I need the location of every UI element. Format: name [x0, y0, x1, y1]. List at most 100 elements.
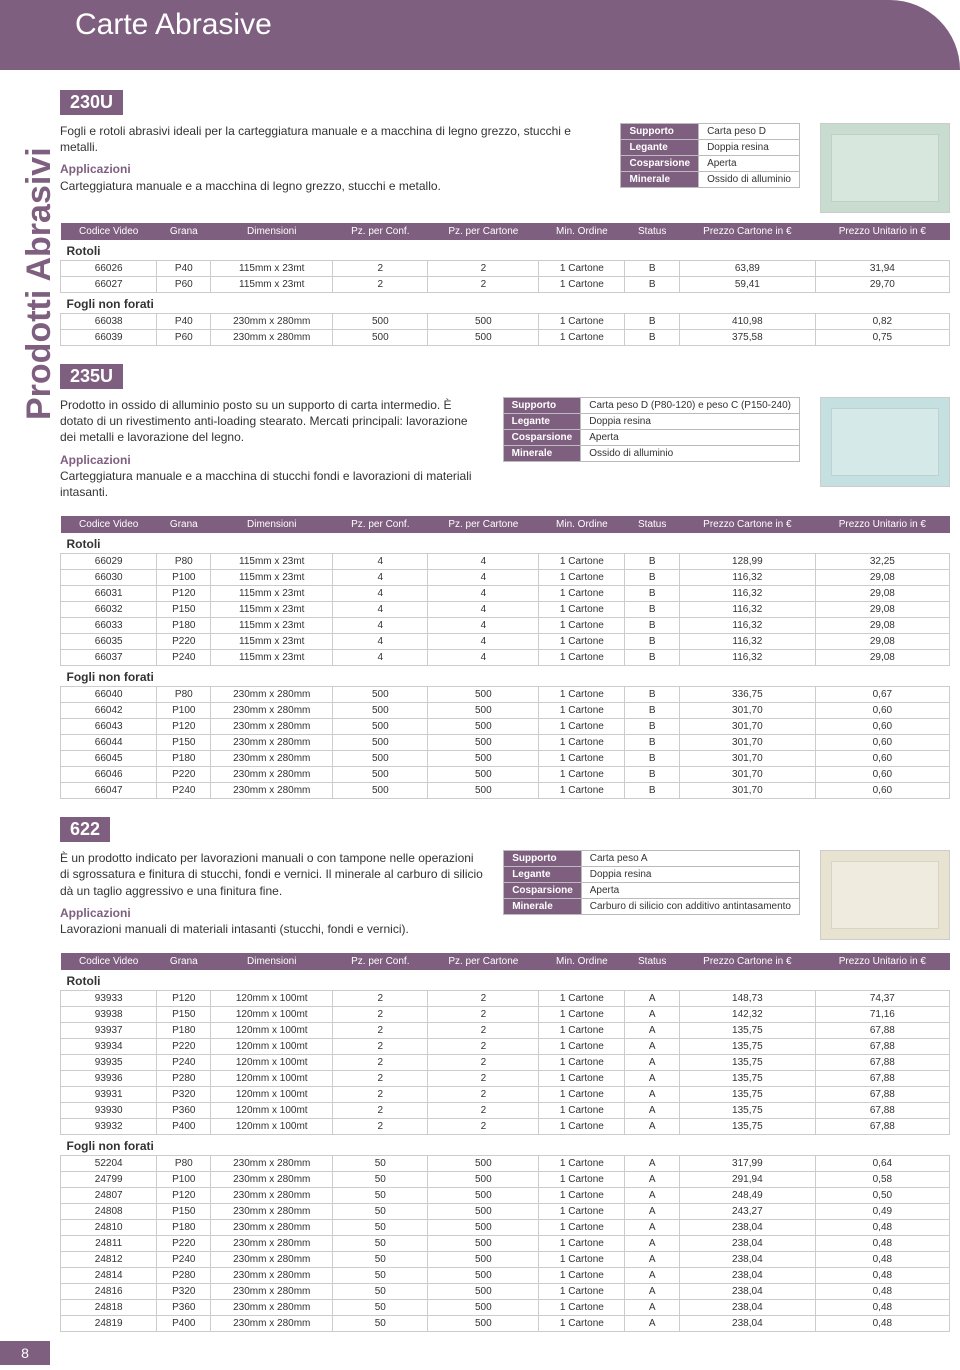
table-cell: 116,32 [679, 602, 815, 618]
table-cell: B [625, 602, 680, 618]
spec-label: Minerale [504, 899, 582, 915]
table-cell: 2 [428, 1119, 539, 1135]
table-cell: 1 Cartone [539, 602, 625, 618]
table-cell: 29,08 [815, 602, 949, 618]
table-cell: 66042 [61, 703, 157, 719]
table-cell: 0,75 [815, 330, 949, 346]
table-cell: 1 Cartone [539, 634, 625, 650]
table-cell: 1 Cartone [539, 1119, 625, 1135]
table-cell: 4 [428, 570, 539, 586]
table-cell: P400 [157, 1119, 211, 1135]
table-cell: A [625, 1252, 680, 1268]
table-cell: 0,48 [815, 1268, 949, 1284]
product-code: 235U [60, 364, 123, 389]
table-cell: 230mm x 280mm [211, 314, 333, 330]
table-cell: 238,04 [679, 1220, 815, 1236]
table-cell: 120mm x 100mt [211, 1087, 333, 1103]
table-cell: 1 Cartone [539, 1284, 625, 1300]
column-header: Prezzo Cartone in € [679, 223, 815, 240]
column-header: Grana [157, 223, 211, 240]
table-row: 93930P360120mm x 100mt221 CartoneA135,75… [61, 1103, 950, 1119]
table-cell: 120mm x 100mt [211, 991, 333, 1007]
table-cell: 2 [428, 1071, 539, 1087]
table-cell: 135,75 [679, 1119, 815, 1135]
applications-text: Carteggiatura manuale e a macchina di st… [60, 468, 483, 500]
table-cell: 59,41 [679, 277, 815, 293]
table-cell: 66026 [61, 261, 157, 277]
table-cell: 248,49 [679, 1188, 815, 1204]
table-row: 66027P60115mm x 23mt221 CartoneB59,4129,… [61, 277, 950, 293]
table-cell: 2 [333, 1007, 428, 1023]
table-cell: 29,08 [815, 634, 949, 650]
column-header: Codice Video [61, 223, 157, 240]
table-cell: 63,89 [679, 261, 815, 277]
table-cell: 66040 [61, 687, 157, 703]
table-cell: P60 [157, 330, 211, 346]
table-cell: 4 [333, 634, 428, 650]
table-cell: P280 [157, 1071, 211, 1087]
table-cell: 230mm x 280mm [211, 767, 333, 783]
table-cell: 120mm x 100mt [211, 1007, 333, 1023]
table-cell: B [625, 767, 680, 783]
table-cell: 24818 [61, 1300, 157, 1316]
table-cell: 1 Cartone [539, 1023, 625, 1039]
table-row: 93933P120120mm x 100mt221 CartoneA148,73… [61, 991, 950, 1007]
table-cell: 500 [428, 1300, 539, 1316]
table-cell: A [625, 1119, 680, 1135]
table-cell: 66044 [61, 735, 157, 751]
table-cell: 0,60 [815, 783, 949, 799]
table-cell: 4 [333, 602, 428, 618]
table-row: 66045P180230mm x 280mm5005001 CartoneB30… [61, 751, 950, 767]
table-cell: 238,04 [679, 1252, 815, 1268]
table-cell: 500 [428, 751, 539, 767]
table-cell: 50 [333, 1316, 428, 1332]
table-cell: 336,75 [679, 687, 815, 703]
table-row: 24818P360230mm x 280mm505001 CartoneA238… [61, 1300, 950, 1316]
table-cell: 230mm x 280mm [211, 330, 333, 346]
table-cell: 50 [333, 1236, 428, 1252]
intro-text: È un prodotto indicato per lavorazioni m… [60, 850, 483, 943]
table-cell: 4 [333, 554, 428, 570]
spec-table: SupportoCarta peso D (P80-120) e peso C … [503, 397, 800, 462]
product-section: 235UProdotto in ossido di alluminio post… [60, 364, 950, 799]
table-cell: 115mm x 23mt [211, 570, 333, 586]
intro-row: È un prodotto indicato per lavorazioni m… [60, 850, 950, 943]
table-cell: A [625, 1268, 680, 1284]
table-cell: P120 [157, 719, 211, 735]
table-cell: P220 [157, 1039, 211, 1055]
spec-value: Carta peso D (P80-120) e peso C (P150-24… [581, 398, 800, 414]
table-cell: 24799 [61, 1172, 157, 1188]
table-cell: 230mm x 280mm [211, 719, 333, 735]
table-cell: 67,88 [815, 1071, 949, 1087]
spec-label: Cosparsione [504, 883, 582, 899]
table-cell: B [625, 570, 680, 586]
column-header: Pz. per Conf. [333, 953, 428, 970]
table-cell: 29,08 [815, 618, 949, 634]
table-cell: 500 [428, 767, 539, 783]
table-cell: 66029 [61, 554, 157, 570]
table-row: 24808P150230mm x 280mm505001 CartoneA243… [61, 1204, 950, 1220]
table-cell: 1 Cartone [539, 1007, 625, 1023]
table-cell: 291,94 [679, 1172, 815, 1188]
table-cell: A [625, 1188, 680, 1204]
table-cell: 238,04 [679, 1284, 815, 1300]
table-cell: 1 Cartone [539, 1268, 625, 1284]
table-cell: 115mm x 23mt [211, 650, 333, 666]
table-cell: A [625, 1236, 680, 1252]
table-cell: 2 [428, 1007, 539, 1023]
table-cell: 301,70 [679, 719, 815, 735]
table-cell: 4 [428, 586, 539, 602]
table-cell: 29,70 [815, 277, 949, 293]
table-row: 66044P150230mm x 280mm5005001 CartoneB30… [61, 735, 950, 751]
table-cell: 115mm x 23mt [211, 602, 333, 618]
table-cell: 24807 [61, 1188, 157, 1204]
column-header: Prezzo Unitario in € [815, 953, 949, 970]
table-cell: A [625, 1316, 680, 1332]
group-title: Rotoli [61, 970, 950, 991]
table-cell: B [625, 751, 680, 767]
table-cell: 230mm x 280mm [211, 1188, 333, 1204]
column-header: Min. Ordine [539, 953, 625, 970]
table-cell: P220 [157, 767, 211, 783]
table-cell: P360 [157, 1300, 211, 1316]
column-header: Prezzo Unitario in € [815, 516, 949, 533]
